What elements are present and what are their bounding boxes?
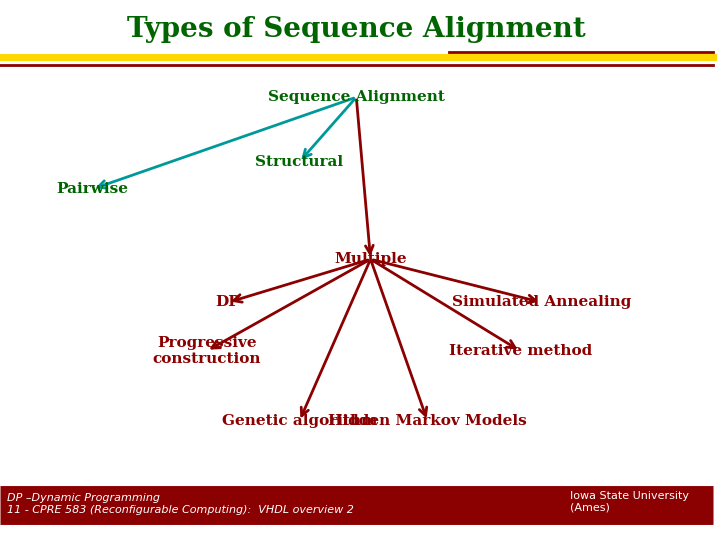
Text: Iowa State University
(Ames): Iowa State University (Ames): [570, 491, 689, 513]
Text: Simulated Annealing: Simulated Annealing: [452, 295, 631, 309]
Text: Progressive
construction: Progressive construction: [153, 336, 261, 366]
Text: Iterative method: Iterative method: [449, 344, 592, 358]
Text: Multiple: Multiple: [334, 252, 407, 266]
Text: Hidden Markov Models: Hidden Markov Models: [328, 414, 527, 428]
Text: Types of Sequence Alignment: Types of Sequence Alignment: [127, 16, 585, 43]
Text: 11 - CPRE 583 (Reconfigurable Computing):  VHDL overview 2: 11 - CPRE 583 (Reconfigurable Computing)…: [7, 505, 354, 515]
Text: Pairwise: Pairwise: [57, 182, 129, 196]
Text: DP: DP: [216, 295, 240, 309]
Text: DP –Dynamic Programming: DP –Dynamic Programming: [7, 494, 160, 503]
Text: Sequence Alignment: Sequence Alignment: [268, 90, 445, 104]
Text: Genetic algorithm: Genetic algorithm: [222, 414, 377, 428]
Text: Structural: Structural: [255, 155, 343, 169]
